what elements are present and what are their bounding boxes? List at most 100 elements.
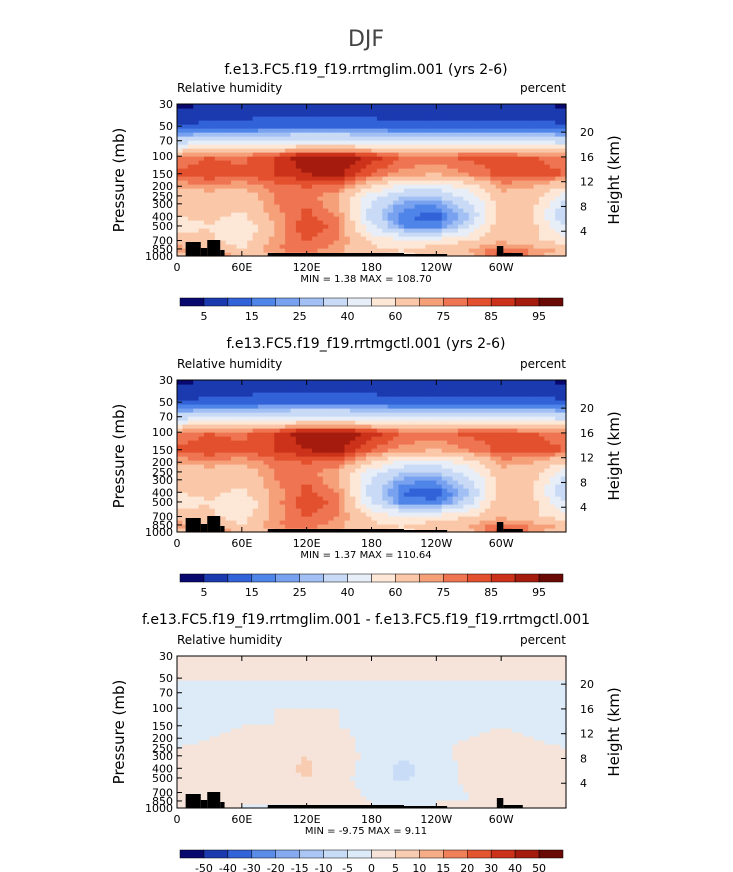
heatmap-cell: [355, 444, 362, 449]
heatmap-cell: [306, 172, 313, 177]
heatmap-cell: [501, 512, 508, 517]
heatmap-cell: [468, 176, 475, 181]
heatmap-cell: [555, 120, 562, 125]
heatmap-cell: [538, 468, 545, 473]
heatmap-cell: [263, 500, 270, 505]
heatmap-cell: [420, 192, 427, 197]
heatmap-cell: [484, 424, 491, 429]
heatmap-cell: [403, 188, 410, 193]
heatmap-cell: [560, 472, 567, 477]
heatmap-cell: [447, 120, 454, 125]
heatmap-cell: [328, 164, 335, 169]
heatmap-cell: [398, 148, 405, 153]
heatmap-cell: [236, 236, 243, 241]
heatmap-cell: [544, 116, 551, 121]
heatmap-cell: [387, 212, 394, 217]
heatmap-cell: [279, 212, 286, 217]
heatmap-cell: [393, 164, 400, 169]
heatmap-cell: [501, 140, 508, 145]
heatmap-cell: [420, 128, 427, 133]
heatmap-cell: [339, 436, 346, 441]
heatmap-cell: [328, 452, 335, 457]
heatmap-cell: [522, 244, 529, 249]
heatmap-cell: [220, 416, 227, 421]
heatmap-cell: [468, 188, 475, 193]
heatmap-cell: [317, 144, 324, 149]
heatmap-cell: [490, 436, 497, 441]
heatmap-cell: [387, 468, 394, 473]
heatmap-cell: [544, 140, 551, 145]
heatmap-cell: [463, 204, 470, 209]
heatmap-cell: [231, 132, 238, 137]
heatmap-cell: [274, 516, 281, 521]
heatmap-cell: [436, 416, 443, 421]
heatmap-cell: [220, 452, 227, 457]
heatmap-cell: [290, 192, 297, 197]
heatmap-cell: [528, 108, 535, 113]
heatmap-cell: [560, 520, 567, 525]
heatmap-cell: [441, 156, 448, 161]
heatmap-cell: [522, 140, 529, 145]
heatmap-cell: [263, 508, 270, 513]
heatmap-cell: [555, 248, 562, 253]
heatmap-cell: [214, 428, 221, 433]
heatmap-cell: [490, 432, 497, 437]
heatmap-cell: [252, 504, 259, 509]
heatmap-cell: [538, 244, 545, 249]
heatmap-cell: [220, 436, 227, 441]
heatmap-cell: [312, 480, 319, 485]
heatmap-cell: [301, 144, 308, 149]
heatmap-cell: [468, 456, 475, 461]
heatmap-cell: [317, 160, 324, 165]
heatmap-cell: [182, 176, 189, 181]
heatmap-cell: [322, 164, 329, 169]
heatmap-cell: [258, 116, 265, 121]
heatmap-cell: [387, 208, 394, 213]
heatmap-cell: [247, 440, 254, 445]
heatmap-cell: [209, 148, 216, 153]
heatmap-cell: [490, 208, 497, 213]
heatmap-cell: [263, 432, 270, 437]
heatmap-cell: [333, 464, 340, 469]
heatmap-cell: [538, 232, 545, 237]
heatmap-cell: [285, 124, 292, 129]
heatmap-cell: [403, 232, 410, 237]
heatmap-cell: [457, 444, 464, 449]
heatmap-cell: [328, 232, 335, 237]
heatmap-cell: [295, 168, 302, 173]
heatmap-cell: [360, 484, 367, 489]
heatmap-cell: [355, 120, 362, 125]
heatmap-cell: [387, 128, 394, 133]
heatmap-cell: [182, 152, 189, 157]
heatmap-cell: [187, 460, 194, 465]
heatmap-cell: [355, 472, 362, 477]
heatmap-cell: [474, 492, 481, 497]
heatmap-cell: [317, 484, 324, 489]
heatmap-cell: [463, 236, 470, 241]
heatmap-cell: [398, 452, 405, 457]
heatmap-cell: [301, 440, 308, 445]
heatmap-cell: [274, 512, 281, 517]
heatmap-cell: [447, 440, 454, 445]
heatmap-cell: [549, 452, 556, 457]
heatmap-cell: [187, 472, 194, 477]
heatmap-cell: [506, 520, 513, 525]
y-tick-label: 400: [152, 210, 173, 223]
heatmap-cell: [344, 420, 351, 425]
heatmap-cell: [533, 168, 540, 173]
heatmap-cell: [398, 172, 405, 177]
heatmap-cell: [528, 228, 535, 233]
heatmap-cell: [258, 168, 265, 173]
heatmap-cell: [247, 188, 254, 193]
heatmap-cell: [387, 232, 394, 237]
heatmap-cell: [382, 456, 389, 461]
heatmap-cell: [528, 412, 535, 417]
heatmap-cell: [209, 488, 216, 493]
heatmap-cell: [528, 460, 535, 465]
heatmap-cell: [236, 460, 243, 465]
heatmap-cell: [382, 232, 389, 237]
heatmap-cell: [360, 112, 367, 117]
heatmap-cell: [252, 200, 259, 205]
heatmap-cell: [285, 192, 292, 197]
heatmap-cell: [398, 448, 405, 453]
